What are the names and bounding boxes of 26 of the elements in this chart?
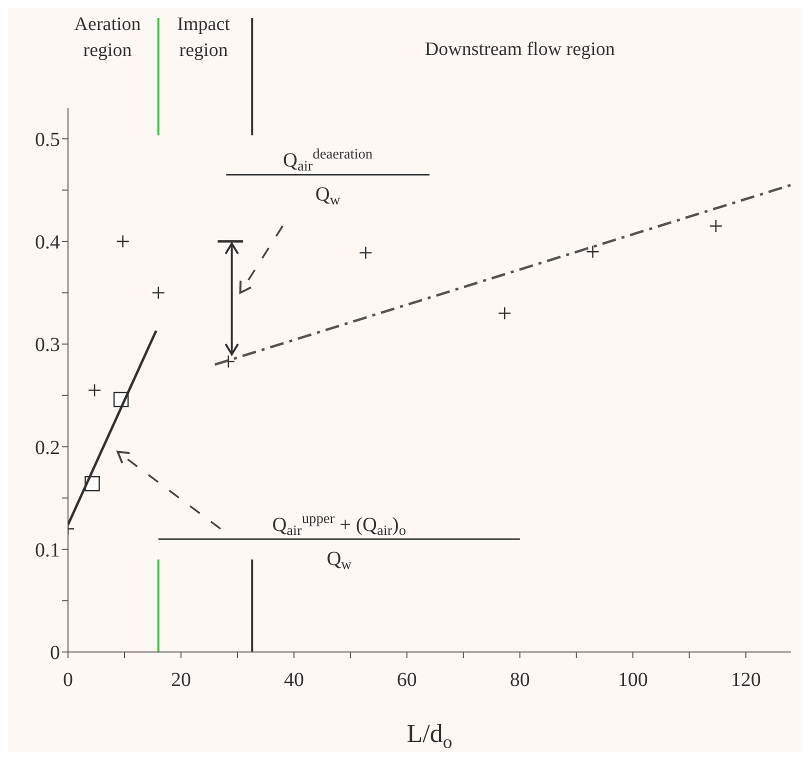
x-tick-label: 100: [618, 669, 648, 692]
x-tick-label: 60: [396, 669, 417, 692]
x-tick-label: 80: [510, 669, 530, 692]
point: [152, 286, 166, 300]
x-tick-label: 20: [170, 669, 191, 692]
y-tick-label: 0.1: [35, 539, 60, 562]
x-tick-label: 40: [284, 669, 304, 692]
point: [586, 245, 600, 258]
y-tick-label: 0.5: [35, 128, 60, 151]
y-tick-label: 0.4: [35, 232, 60, 254]
y-tick-label: 0.2: [35, 436, 60, 459]
point: [359, 246, 372, 260]
y-tick-label: 0: [50, 642, 60, 664]
point: [498, 306, 512, 320]
text: Downstream flow region: [424, 39, 616, 60]
point: [709, 219, 723, 233]
text: Aeration region: [74, 14, 142, 61]
x-tick-label: 120: [730, 669, 761, 692]
point: [116, 234, 130, 248]
y-tick-label: 0.3: [35, 334, 60, 356]
text: Impact region: [177, 14, 231, 61]
annotation: Q$_{w}$: [326, 548, 352, 574]
annotation: Q$_{w}$: [315, 184, 341, 209]
point: [88, 384, 102, 397]
x-axis-title: L/d$_{o}$: [406, 719, 452, 753]
annotation: Q$_{air}$$^{upper}$ + (Q$_{air}$)$_{o}$: [272, 510, 406, 540]
